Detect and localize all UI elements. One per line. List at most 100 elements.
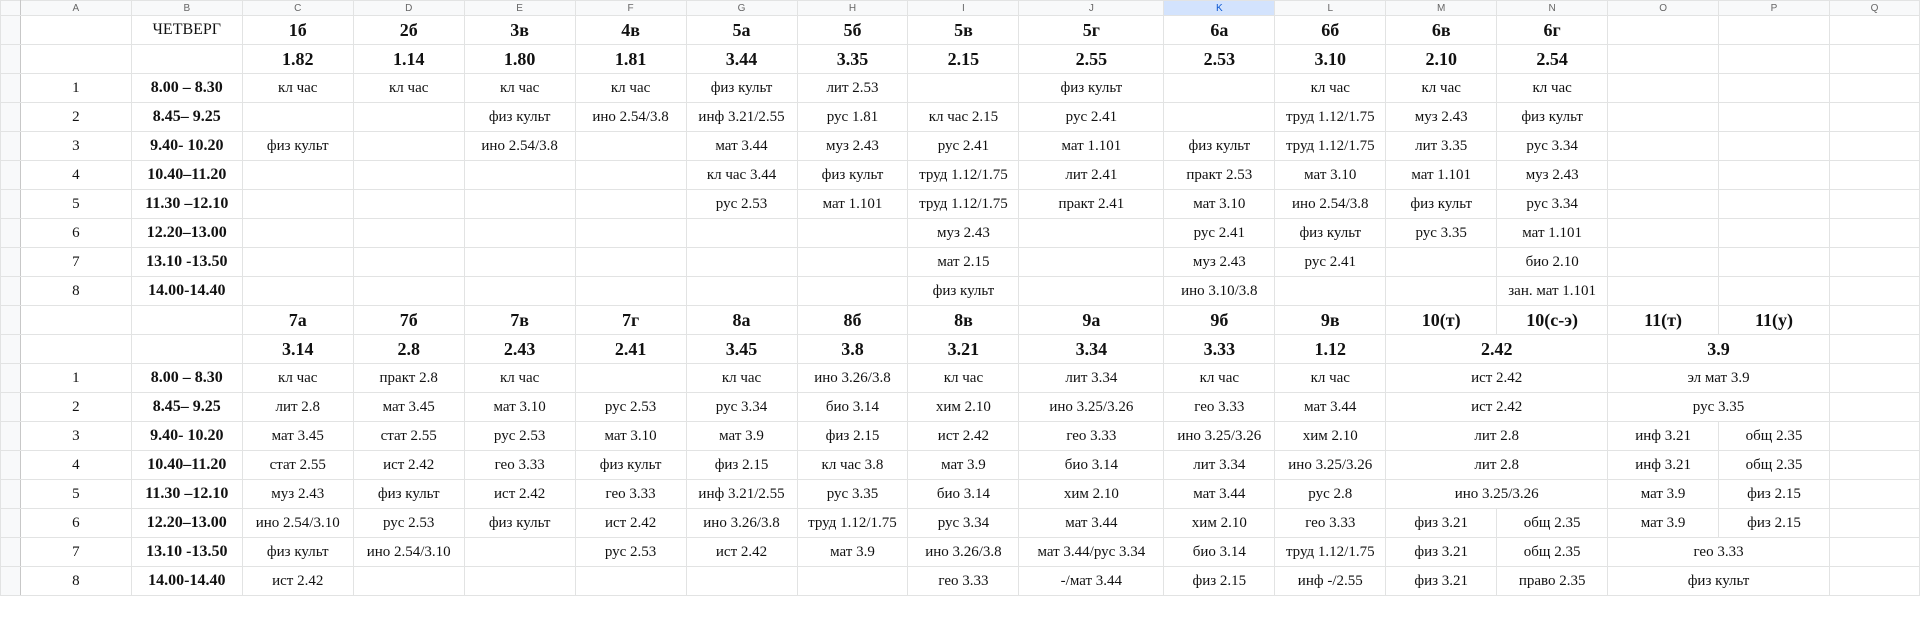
- column-header[interactable]: K: [1163, 0, 1276, 16]
- cell[interactable]: мат 3.9: [1607, 508, 1720, 538]
- cell[interactable]: [1385, 276, 1498, 306]
- cell[interactable]: 1.80: [463, 44, 576, 74]
- column-header[interactable]: F: [574, 0, 687, 16]
- cell[interactable]: рус 2.53: [574, 537, 687, 567]
- cell[interactable]: труд 1.12/1.75: [1274, 131, 1387, 161]
- cell[interactable]: физ 3.21: [1385, 508, 1498, 538]
- cell[interactable]: муз 2.43: [241, 479, 354, 509]
- cell[interactable]: [1607, 247, 1720, 277]
- cell[interactable]: 9.40- 10.20: [130, 421, 243, 451]
- cell[interactable]: [685, 566, 798, 596]
- cell[interactable]: [1828, 537, 1920, 567]
- cell[interactable]: [574, 131, 687, 161]
- cell[interactable]: [1718, 247, 1830, 277]
- cell[interactable]: [1828, 479, 1920, 509]
- cell[interactable]: [1828, 276, 1920, 306]
- cell[interactable]: общ 2.35: [1496, 537, 1609, 567]
- cell[interactable]: 3.9: [1607, 334, 1830, 364]
- cell[interactable]: 1.14: [352, 44, 465, 74]
- cell[interactable]: [19, 15, 132, 45]
- cell[interactable]: ЧЕТВЕРГ: [130, 15, 243, 45]
- cell[interactable]: ист 2.42: [463, 479, 576, 509]
- cell[interactable]: хим 2.10: [1274, 421, 1387, 451]
- cell[interactable]: общ 2.35: [1496, 508, 1609, 538]
- cell[interactable]: [1718, 44, 1830, 74]
- cell[interactable]: кл час 3.8: [796, 450, 909, 480]
- cell[interactable]: [685, 276, 798, 306]
- cell[interactable]: 7: [19, 247, 132, 277]
- cell[interactable]: 8.45– 9.25: [130, 392, 243, 422]
- column-header[interactable]: G: [685, 0, 798, 16]
- cell[interactable]: [796, 276, 909, 306]
- cell[interactable]: 9в: [1274, 305, 1387, 335]
- cell[interactable]: 2б: [352, 15, 465, 45]
- cell[interactable]: кл час: [1274, 363, 1387, 393]
- cell[interactable]: 2: [19, 102, 132, 132]
- cell[interactable]: ист 2.42: [241, 566, 354, 596]
- column-header[interactable]: J: [1018, 0, 1165, 16]
- cell[interactable]: [19, 305, 132, 335]
- cell[interactable]: [1828, 73, 1920, 103]
- cell[interactable]: 3.35: [796, 44, 909, 74]
- cell[interactable]: ист 2.42: [574, 508, 687, 538]
- cell[interactable]: хим 2.10: [1018, 479, 1165, 509]
- cell[interactable]: 8: [19, 566, 132, 596]
- cell[interactable]: [796, 218, 909, 248]
- cell[interactable]: [1607, 44, 1720, 74]
- cell[interactable]: 11(т): [1607, 305, 1720, 335]
- cell[interactable]: инф -/2.55: [1274, 566, 1387, 596]
- cell[interactable]: физ культ: [1607, 566, 1830, 596]
- cell[interactable]: кл час: [463, 363, 576, 393]
- cell[interactable]: физ культ: [1385, 189, 1498, 219]
- cell[interactable]: рус 3.35: [796, 479, 909, 509]
- cell[interactable]: [1718, 218, 1830, 248]
- cell[interactable]: 9.40- 10.20: [130, 131, 243, 161]
- cell[interactable]: [1718, 131, 1830, 161]
- cell[interactable]: 2.42: [1385, 334, 1609, 364]
- cell[interactable]: 3: [19, 131, 132, 161]
- cell[interactable]: рус 3.35: [1385, 218, 1498, 248]
- cell[interactable]: [1828, 189, 1920, 219]
- cell[interactable]: [352, 102, 465, 132]
- cell[interactable]: инф 3.21: [1607, 421, 1720, 451]
- cell[interactable]: ино 3.26/3.8: [796, 363, 909, 393]
- cell[interactable]: [352, 131, 465, 161]
- cell[interactable]: 1.82: [241, 44, 354, 74]
- cell[interactable]: [1828, 305, 1920, 335]
- cell[interactable]: 6а: [1163, 15, 1276, 45]
- cell[interactable]: рус 3.35: [1607, 392, 1830, 422]
- cell[interactable]: рус 3.34: [1496, 131, 1609, 161]
- cell[interactable]: муз 2.43: [1163, 247, 1276, 277]
- cell[interactable]: био 2.10: [1496, 247, 1609, 277]
- cell[interactable]: 2.10: [1385, 44, 1498, 74]
- column-header[interactable]: H: [796, 0, 909, 16]
- cell[interactable]: 1.12: [1274, 334, 1387, 364]
- cell[interactable]: кл час: [1163, 363, 1276, 393]
- cell[interactable]: [463, 537, 576, 567]
- cell[interactable]: инф 3.21/2.55: [685, 479, 798, 509]
- cell[interactable]: [907, 73, 1020, 103]
- cell[interactable]: [1828, 160, 1920, 190]
- cell[interactable]: [1718, 73, 1830, 103]
- cell[interactable]: [685, 247, 798, 277]
- cell[interactable]: кл час: [241, 73, 354, 103]
- cell[interactable]: рус 2.53: [574, 392, 687, 422]
- cell[interactable]: [1718, 160, 1830, 190]
- cell[interactable]: лит 2.41: [1018, 160, 1165, 190]
- cell[interactable]: лит 3.35: [1385, 131, 1498, 161]
- cell[interactable]: мат 3.9: [796, 537, 909, 567]
- cell[interactable]: 2.15: [907, 44, 1020, 74]
- cell[interactable]: 6г: [1496, 15, 1609, 45]
- cell[interactable]: [1828, 102, 1920, 132]
- cell[interactable]: 1.81: [574, 44, 687, 74]
- cell[interactable]: 1б: [241, 15, 354, 45]
- cell[interactable]: [1828, 334, 1920, 364]
- cell[interactable]: 7г: [574, 305, 687, 335]
- cell[interactable]: 10(с-э): [1496, 305, 1609, 335]
- cell[interactable]: [574, 566, 687, 596]
- cell[interactable]: [1607, 15, 1720, 45]
- cell[interactable]: 5г: [1018, 15, 1165, 45]
- cell[interactable]: 3.21: [907, 334, 1020, 364]
- cell[interactable]: труд 1.12/1.75: [907, 160, 1020, 190]
- cell[interactable]: кл час: [241, 363, 354, 393]
